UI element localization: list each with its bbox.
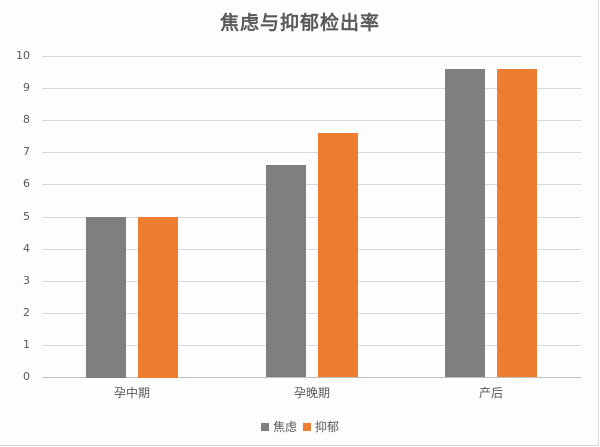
legend-item: 抑郁 (303, 418, 339, 435)
x-category-label: 产后 (478, 386, 503, 400)
legend-item: 焦虑 (260, 418, 297, 435)
y-tick-label: 8 (23, 113, 30, 126)
y-tick-label: 0 (23, 370, 30, 383)
gridline (42, 249, 581, 250)
x-axis-line (42, 377, 581, 378)
chart-title: 焦虑与抑郁检出率 (219, 12, 380, 34)
bar-anxiety (445, 69, 485, 377)
x-category-label: 孕晚期 (293, 386, 330, 400)
y-tick-label: 3 (23, 274, 30, 287)
y-tick-label: 5 (23, 210, 30, 223)
legend-swatch-icon (303, 422, 311, 431)
bar-anxiety (86, 217, 126, 378)
y-tick-label: 7 (23, 145, 30, 158)
y-tick-label: 4 (23, 242, 30, 255)
legend: 焦虑 抑郁 (0, 418, 600, 435)
y-tick-label: 1 (23, 338, 30, 351)
bar-depression (318, 133, 358, 377)
gridline (42, 56, 581, 57)
y-tick-label: 9 (23, 81, 30, 94)
y-tick-label: 2 (23, 306, 30, 319)
gridline (42, 184, 581, 185)
gridline (42, 152, 581, 153)
legend-label: 抑郁 (315, 420, 340, 434)
gridline (42, 281, 581, 282)
bar-depression (138, 217, 178, 378)
bar-depression (497, 69, 537, 377)
y-tick-label: 6 (23, 177, 30, 190)
x-category-label: 孕中期 (113, 386, 150, 400)
legend-swatch-icon (260, 422, 269, 431)
legend-label: 焦虑 (272, 420, 297, 434)
gridline (42, 345, 581, 346)
bar-anxiety (266, 165, 306, 377)
gridline (42, 120, 581, 121)
y-tick-label: 10 (16, 49, 30, 62)
gridline (42, 217, 581, 218)
gridline (42, 313, 581, 314)
gridline (42, 88, 581, 89)
